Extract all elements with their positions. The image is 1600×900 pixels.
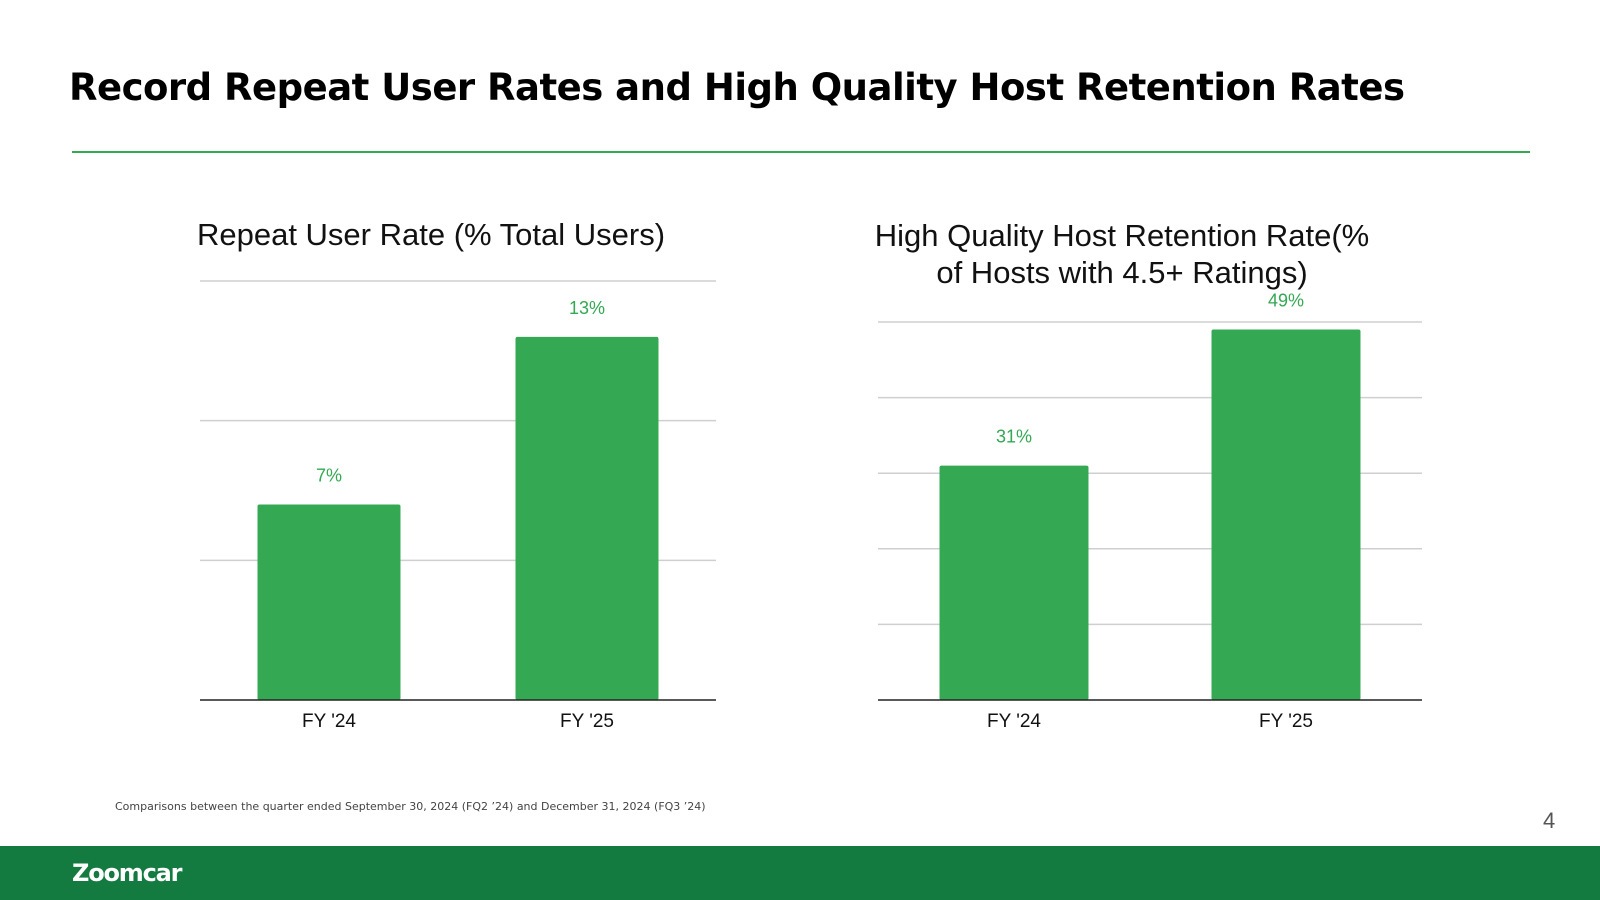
chart-2-bar-0 xyxy=(939,465,1089,700)
chart-2-tick-label-1: FY '25 xyxy=(1259,711,1313,732)
chart-2-title-line-1: High Quality Host Retention Rate(% xyxy=(874,218,1370,253)
host-retention-rate-chart: 31% FY '24 49% FY '25 xyxy=(878,291,1422,732)
repeat-user-rate-chart: 7% FY '24 13% FY '25 xyxy=(200,280,716,732)
footnote: Comparisons between the quarter ended Se… xyxy=(115,800,706,813)
chart-1-tick-label-0: FY '24 xyxy=(302,711,356,732)
chart-2-tick-label-0: FY '24 xyxy=(987,711,1041,732)
chart-1-data-label-1: 13% xyxy=(569,298,605,318)
chart-2-data-label-1: 49% xyxy=(1268,291,1304,311)
chart-1-bar-0 xyxy=(257,504,401,700)
chart-1-tick-label-1: FY '25 xyxy=(560,711,614,732)
footer-band: Zoomcar xyxy=(0,846,1600,900)
chart-2-data-label-0: 31% xyxy=(996,427,1032,447)
chart-2-title-line-2: of Hosts with 4.5+ Ratings) xyxy=(936,255,1308,290)
zoomcar-logo: Zoomcar xyxy=(72,859,182,887)
chart-1-bar-1 xyxy=(515,336,659,700)
slide-title: Record Repeat User Rates and High Qualit… xyxy=(69,66,1405,109)
page-number: 4 xyxy=(1543,808,1556,833)
title-divider xyxy=(72,151,1530,153)
chart-2-title: High Quality Host Retention Rate(% of Ho… xyxy=(822,217,1422,291)
chart-2-bar-1 xyxy=(1211,329,1361,700)
chart-1-data-label-0: 7% xyxy=(316,465,342,485)
chart-1-title: Repeat User Rate (% Total Users) xyxy=(196,217,666,252)
